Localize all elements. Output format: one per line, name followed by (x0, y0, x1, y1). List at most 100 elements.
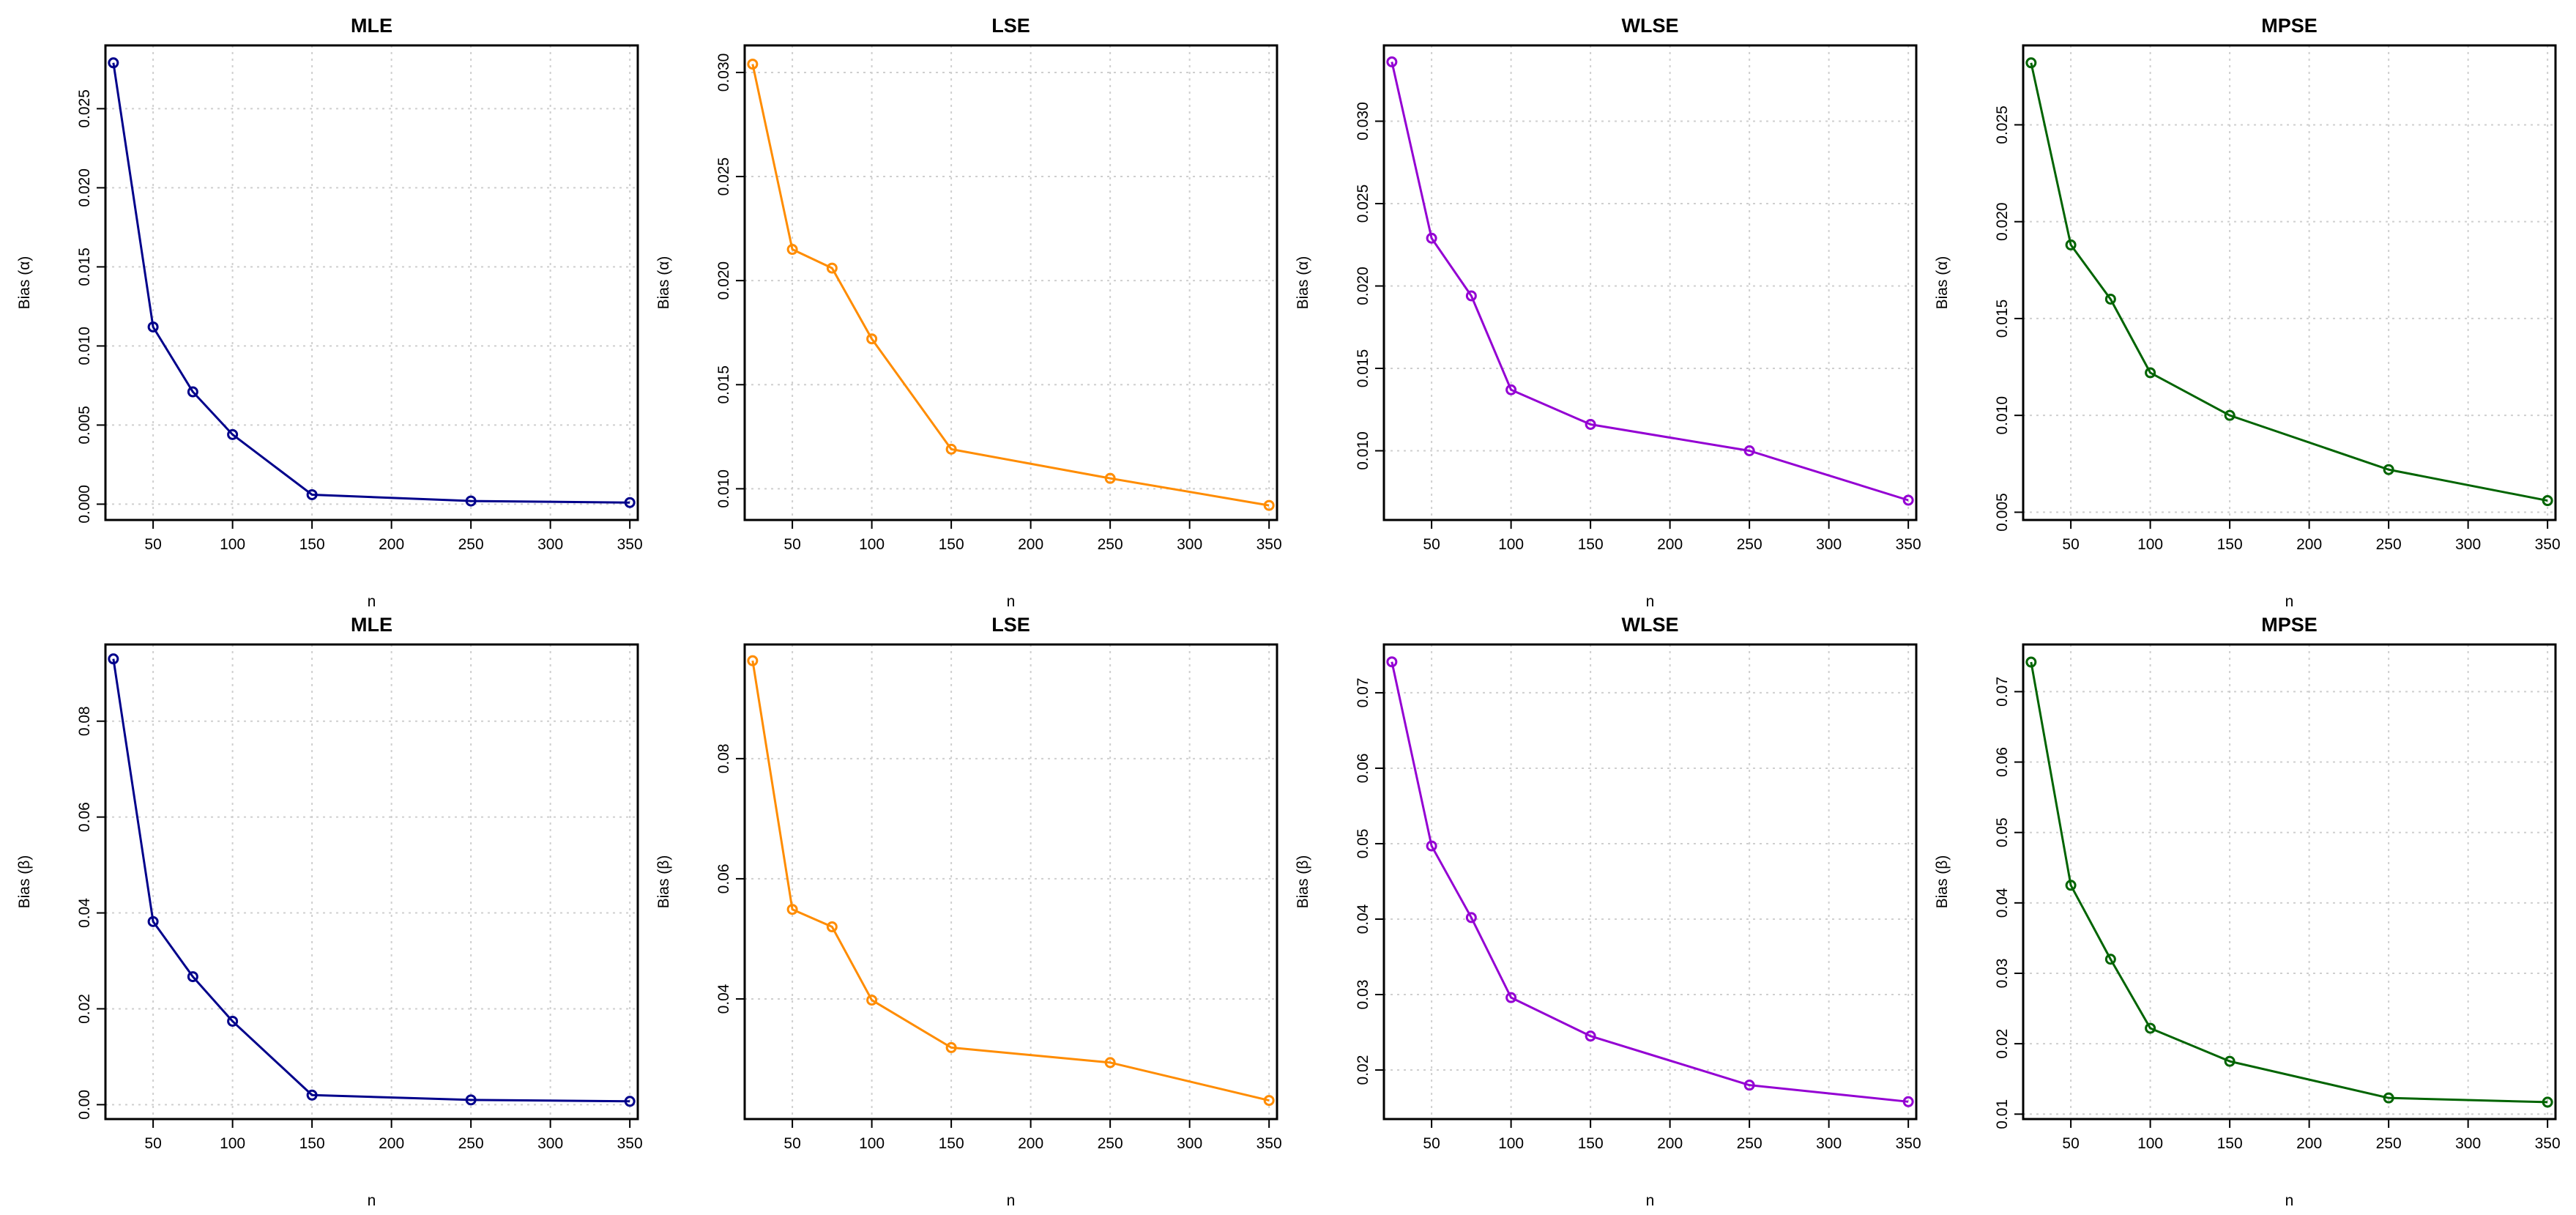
y-axis-label: Bias (α) (1934, 256, 1951, 310)
series-line (1391, 62, 1909, 502)
data-point (945, 1041, 957, 1053)
y-tick-label: 0.000 (76, 485, 93, 524)
y-tick-label: 0.005 (1994, 493, 2011, 532)
data-point (1743, 1080, 1755, 1091)
data-point (2025, 656, 2037, 668)
y-axis-label: Bias (α) (655, 256, 672, 310)
y-tick-label: 0.06 (76, 802, 93, 832)
data-point (1505, 384, 1517, 395)
y-tick-label: 0.010 (76, 327, 93, 365)
data-point (1386, 56, 1398, 67)
data-point (747, 655, 759, 666)
x-tick-label: 200 (1018, 1135, 1043, 1152)
x-tick-label: 100 (2137, 1135, 2163, 1152)
x-axis-label: n (368, 593, 376, 610)
data-point (2224, 1055, 2236, 1067)
panel-wlse-alpha: 50 100 150 200 250 300 350 0.010 0.015 0.020 0.025… (1295, 15, 1921, 610)
data-point (2383, 1092, 2394, 1104)
x-tick-label: 50 (783, 1135, 800, 1152)
y-axis-label: Bias (β) (655, 855, 672, 909)
x-tick-label: 150 (299, 1135, 325, 1152)
x-tick-label: 100 (859, 536, 885, 553)
x-tick-label: 300 (537, 536, 563, 553)
data-point (1505, 992, 1517, 1003)
y-tick-label: 0.020 (76, 168, 93, 207)
x-tick-label: 200 (379, 1135, 404, 1152)
data-point (1104, 472, 1116, 484)
panel-lse-beta: 50 100 150 200 250 300 350 0.04 0.06 0.08 LSE n Bias… (655, 614, 1282, 1209)
x-tick-label: 300 (537, 1135, 563, 1152)
x-tick-label: 250 (1737, 536, 1762, 553)
y-tick-label: 0.010 (1355, 431, 1371, 470)
data-point (624, 1096, 636, 1107)
x-tick-label: 250 (1737, 1135, 1762, 1152)
y-tick-label: 0.015 (1355, 349, 1371, 388)
plot-frame (2022, 643, 2557, 1121)
x-tick-label: 350 (617, 1135, 643, 1152)
plot-frame (104, 643, 639, 1121)
panel-mpse-alpha: 50 100 150 200 250 300 350 0.005 0.010 0.015 0.020… (1934, 15, 2561, 610)
x-tick-label: 350 (1257, 1135, 1282, 1152)
y-tick-label: 0.010 (715, 469, 732, 508)
x-tick-label: 150 (1578, 536, 1604, 553)
y-tick-label: 0.04 (76, 898, 93, 928)
series-line (751, 64, 1270, 507)
y-tick-label: 0.025 (1355, 185, 1371, 223)
x-tick-label: 300 (1177, 536, 1202, 553)
data-point (747, 59, 759, 70)
y-tick-label: 0.02 (1994, 1029, 2011, 1059)
series-line (2030, 661, 2548, 1104)
data-point (1426, 232, 1437, 244)
data-point (465, 1094, 477, 1106)
data-point (227, 428, 239, 440)
y-tick-label: 0.020 (1994, 202, 2011, 241)
data-point (2104, 293, 2116, 305)
data-point (866, 995, 878, 1006)
x-axis-label: n (1007, 1192, 1016, 1209)
y-tick-label: 0.06 (1994, 747, 2011, 777)
data-point (786, 904, 798, 915)
data-point (1465, 912, 1477, 924)
y-tick-label: 0.06 (1355, 754, 1371, 784)
data-point (187, 971, 198, 983)
x-tick-label: 200 (1018, 536, 1043, 553)
chart-title: WLSE (1622, 614, 1679, 636)
data-point (1465, 290, 1477, 302)
x-tick-label: 300 (2455, 1135, 2481, 1152)
x-tick-label: 350 (1257, 536, 1282, 553)
y-tick-label: 0.05 (1355, 829, 1371, 859)
data-point (866, 333, 878, 345)
x-tick-label: 350 (1896, 1135, 1921, 1152)
y-tick-label: 0.030 (715, 53, 732, 92)
data-point (1585, 419, 1596, 430)
chart-title: MPSE (2261, 614, 2318, 636)
chart-title: MLE (351, 614, 392, 636)
chart-title: WLSE (1622, 15, 1679, 37)
x-tick-label: 50 (1423, 536, 1440, 553)
x-axis-label: n (1646, 593, 1655, 610)
y-tick-label: 0.020 (715, 261, 732, 300)
y-tick-label: 0.010 (1994, 396, 2011, 435)
chart-title: MPSE (2261, 15, 2318, 37)
data-point (2383, 464, 2394, 475)
data-point (2065, 239, 2077, 250)
x-axis-label: n (368, 1192, 376, 1209)
y-tick-label: 0.04 (1355, 904, 1371, 934)
x-tick-label: 350 (2535, 536, 2561, 553)
chart-title: LSE (991, 614, 1030, 636)
y-tick-label: 0.025 (715, 157, 732, 196)
series-line (751, 660, 1270, 1102)
y-tick-label: 0.08 (76, 706, 93, 736)
data-point (108, 57, 119, 69)
x-tick-label: 150 (2217, 536, 2243, 553)
x-tick-label: 250 (1098, 536, 1123, 553)
plot-frame (2022, 44, 2557, 521)
data-point (227, 1015, 239, 1027)
x-tick-label: 250 (2376, 1135, 2402, 1152)
x-tick-label: 150 (2217, 1135, 2243, 1152)
series-line (1391, 661, 1909, 1103)
y-tick-label: 0.025 (76, 89, 93, 128)
data-point (147, 915, 159, 927)
x-tick-label: 50 (144, 536, 161, 553)
data-point (2542, 495, 2553, 507)
